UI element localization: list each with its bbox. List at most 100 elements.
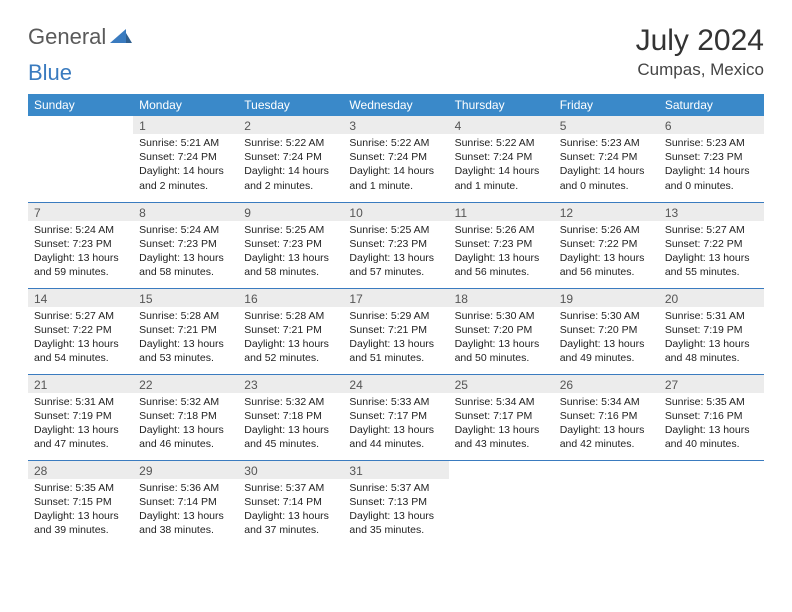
daylight-line: Daylight: 13 hours and 37 minutes. — [244, 509, 337, 537]
day-number: 22 — [133, 375, 238, 393]
day-details: Sunrise: 5:25 AMSunset: 7:23 PMDaylight:… — [238, 221, 343, 284]
weekday-header: Saturday — [659, 94, 764, 116]
sunset-line: Sunset: 7:21 PM — [244, 323, 337, 337]
daylight-line: Daylight: 13 hours and 48 minutes. — [665, 337, 758, 365]
day-details: Sunrise: 5:22 AMSunset: 7:24 PMDaylight:… — [238, 134, 343, 197]
day-number: 25 — [449, 375, 554, 393]
daylight-line: Daylight: 13 hours and 56 minutes. — [560, 251, 653, 279]
day-cell: 4Sunrise: 5:22 AMSunset: 7:24 PMDaylight… — [449, 116, 554, 202]
sunset-line: Sunset: 7:23 PM — [34, 237, 127, 251]
day-cell: 23Sunrise: 5:32 AMSunset: 7:18 PMDayligh… — [238, 374, 343, 460]
weekday-header: Tuesday — [238, 94, 343, 116]
sunset-line: Sunset: 7:16 PM — [560, 409, 653, 423]
sunrise-line: Sunrise: 5:27 AM — [665, 223, 758, 237]
sunrise-line: Sunrise: 5:34 AM — [560, 395, 653, 409]
sunset-line: Sunset: 7:22 PM — [34, 323, 127, 337]
day-number: 21 — [28, 375, 133, 393]
day-details: Sunrise: 5:28 AMSunset: 7:21 PMDaylight:… — [133, 307, 238, 370]
daylight-line: Daylight: 14 hours and 1 minute. — [455, 164, 548, 192]
day-number: 18 — [449, 289, 554, 307]
sunset-line: Sunset: 7:21 PM — [139, 323, 232, 337]
daylight-line: Daylight: 13 hours and 46 minutes. — [139, 423, 232, 451]
day-cell: 13Sunrise: 5:27 AMSunset: 7:22 PMDayligh… — [659, 202, 764, 288]
day-number — [449, 461, 554, 479]
day-details: Sunrise: 5:31 AMSunset: 7:19 PMDaylight:… — [659, 307, 764, 370]
day-number: 27 — [659, 375, 764, 393]
day-number: 24 — [343, 375, 448, 393]
day-number: 14 — [28, 289, 133, 307]
empty-cell — [28, 116, 133, 202]
calendar-week-row: 7Sunrise: 5:24 AMSunset: 7:23 PMDaylight… — [28, 202, 764, 288]
day-details: Sunrise: 5:30 AMSunset: 7:20 PMDaylight:… — [449, 307, 554, 370]
month-title: July 2024 — [636, 24, 764, 58]
sunrise-line: Sunrise: 5:23 AM — [665, 136, 758, 150]
day-details: Sunrise: 5:24 AMSunset: 7:23 PMDaylight:… — [133, 221, 238, 284]
sunset-line: Sunset: 7:23 PM — [455, 237, 548, 251]
day-cell: 31Sunrise: 5:37 AMSunset: 7:13 PMDayligh… — [343, 460, 448, 546]
day-number: 9 — [238, 203, 343, 221]
daylight-line: Daylight: 13 hours and 35 minutes. — [349, 509, 442, 537]
sunset-line: Sunset: 7:22 PM — [665, 237, 758, 251]
day-cell: 10Sunrise: 5:25 AMSunset: 7:23 PMDayligh… — [343, 202, 448, 288]
day-number: 5 — [554, 116, 659, 134]
title-block: July 2024 Cumpas, Mexico — [636, 24, 764, 80]
weekday-header: Wednesday — [343, 94, 448, 116]
day-cell: 1Sunrise: 5:21 AMSunset: 7:24 PMDaylight… — [133, 116, 238, 202]
day-details: Sunrise: 5:30 AMSunset: 7:20 PMDaylight:… — [554, 307, 659, 370]
day-number: 11 — [449, 203, 554, 221]
sunrise-line: Sunrise: 5:37 AM — [244, 481, 337, 495]
day-cell: 27Sunrise: 5:35 AMSunset: 7:16 PMDayligh… — [659, 374, 764, 460]
sunrise-line: Sunrise: 5:31 AM — [665, 309, 758, 323]
weekday-header: Friday — [554, 94, 659, 116]
day-number: 15 — [133, 289, 238, 307]
weekday-header: Thursday — [449, 94, 554, 116]
sunset-line: Sunset: 7:18 PM — [244, 409, 337, 423]
day-cell: 7Sunrise: 5:24 AMSunset: 7:23 PMDaylight… — [28, 202, 133, 288]
sunset-line: Sunset: 7:20 PM — [560, 323, 653, 337]
sunrise-line: Sunrise: 5:25 AM — [244, 223, 337, 237]
day-cell: 8Sunrise: 5:24 AMSunset: 7:23 PMDaylight… — [133, 202, 238, 288]
daylight-line: Daylight: 13 hours and 45 minutes. — [244, 423, 337, 451]
daylight-line: Daylight: 13 hours and 47 minutes. — [34, 423, 127, 451]
day-cell: 21Sunrise: 5:31 AMSunset: 7:19 PMDayligh… — [28, 374, 133, 460]
brand-text-2: Blue — [28, 60, 72, 86]
day-details: Sunrise: 5:35 AMSunset: 7:16 PMDaylight:… — [659, 393, 764, 456]
day-cell: 29Sunrise: 5:36 AMSunset: 7:14 PMDayligh… — [133, 460, 238, 546]
sunrise-line: Sunrise: 5:26 AM — [560, 223, 653, 237]
sunset-line: Sunset: 7:19 PM — [34, 409, 127, 423]
sunset-line: Sunset: 7:13 PM — [349, 495, 442, 509]
day-number: 8 — [133, 203, 238, 221]
day-cell: 9Sunrise: 5:25 AMSunset: 7:23 PMDaylight… — [238, 202, 343, 288]
calendar-week-row: 21Sunrise: 5:31 AMSunset: 7:19 PMDayligh… — [28, 374, 764, 460]
day-details: Sunrise: 5:35 AMSunset: 7:15 PMDaylight:… — [28, 479, 133, 542]
day-details: Sunrise: 5:22 AMSunset: 7:24 PMDaylight:… — [343, 134, 448, 197]
sunrise-line: Sunrise: 5:21 AM — [139, 136, 232, 150]
daylight-line: Daylight: 13 hours and 50 minutes. — [455, 337, 548, 365]
day-number: 19 — [554, 289, 659, 307]
day-cell: 2Sunrise: 5:22 AMSunset: 7:24 PMDaylight… — [238, 116, 343, 202]
sunrise-line: Sunrise: 5:22 AM — [244, 136, 337, 150]
sunset-line: Sunset: 7:22 PM — [560, 237, 653, 251]
sunset-line: Sunset: 7:17 PM — [349, 409, 442, 423]
day-number: 31 — [343, 461, 448, 479]
day-number: 12 — [554, 203, 659, 221]
day-cell: 25Sunrise: 5:34 AMSunset: 7:17 PMDayligh… — [449, 374, 554, 460]
day-details: Sunrise: 5:29 AMSunset: 7:21 PMDaylight:… — [343, 307, 448, 370]
daylight-line: Daylight: 13 hours and 52 minutes. — [244, 337, 337, 365]
calendar-table: SundayMondayTuesdayWednesdayThursdayFrid… — [28, 94, 764, 546]
day-number: 29 — [133, 461, 238, 479]
sunrise-line: Sunrise: 5:22 AM — [349, 136, 442, 150]
day-details: Sunrise: 5:27 AMSunset: 7:22 PMDaylight:… — [659, 221, 764, 284]
day-cell: 6Sunrise: 5:23 AMSunset: 7:23 PMDaylight… — [659, 116, 764, 202]
day-details: Sunrise: 5:21 AMSunset: 7:24 PMDaylight:… — [133, 134, 238, 197]
daylight-line: Daylight: 13 hours and 58 minutes. — [244, 251, 337, 279]
day-number: 7 — [28, 203, 133, 221]
sunset-line: Sunset: 7:24 PM — [349, 150, 442, 164]
calendar-week-row: 28Sunrise: 5:35 AMSunset: 7:15 PMDayligh… — [28, 460, 764, 546]
day-cell: 11Sunrise: 5:26 AMSunset: 7:23 PMDayligh… — [449, 202, 554, 288]
day-cell: 30Sunrise: 5:37 AMSunset: 7:14 PMDayligh… — [238, 460, 343, 546]
day-details: Sunrise: 5:27 AMSunset: 7:22 PMDaylight:… — [28, 307, 133, 370]
sunset-line: Sunset: 7:24 PM — [244, 150, 337, 164]
sunrise-line: Sunrise: 5:29 AM — [349, 309, 442, 323]
daylight-line: Daylight: 13 hours and 59 minutes. — [34, 251, 127, 279]
